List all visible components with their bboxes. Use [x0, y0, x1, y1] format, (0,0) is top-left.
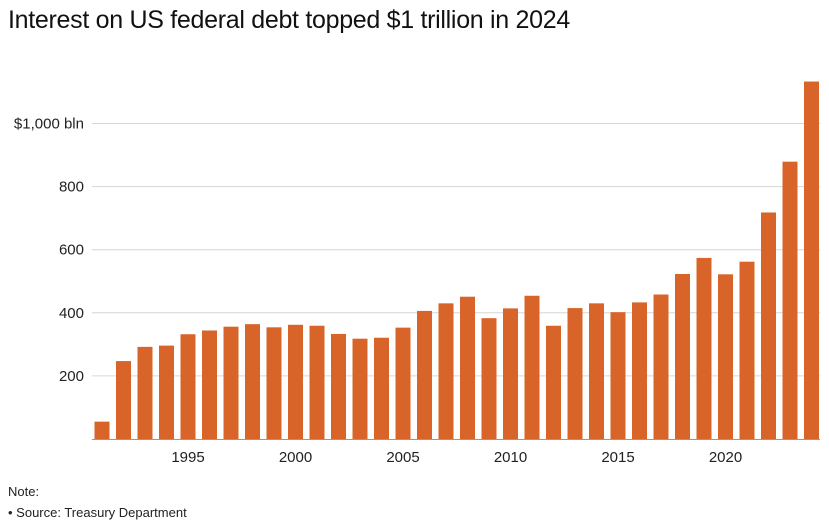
x-tick-label: 2015: [601, 449, 634, 466]
bar-1992: [116, 361, 131, 439]
note-label: Note:: [8, 484, 40, 499]
bar-2001: [309, 325, 325, 439]
bar-2003: [352, 338, 368, 439]
bar-2009: [481, 318, 497, 439]
bars: [94, 81, 819, 439]
bar-1995: [180, 334, 196, 439]
bar-2002: [331, 333, 346, 439]
bar-2014: [589, 303, 604, 439]
bar-2013: [567, 308, 583, 439]
bar-2012: [546, 325, 561, 439]
bar-2010: [503, 308, 518, 439]
bar-2023: [782, 161, 798, 439]
bar-2006: [417, 310, 432, 439]
bar-2005: [395, 327, 411, 439]
bar-2018: [675, 273, 690, 439]
x-axis-labels: 1995 2000 2005 2010 2015 2020: [171, 449, 742, 466]
y-tick-label: 800: [59, 179, 84, 196]
bar-1999: [266, 327, 282, 439]
x-tick-label: 2020: [709, 449, 742, 466]
bar-2024: [804, 81, 819, 439]
x-tick-label: 1995: [171, 449, 204, 466]
bar-2008: [460, 296, 475, 439]
x-tick-label: 2000: [279, 449, 312, 466]
y-tick-label: $1,000 bln: [14, 116, 84, 133]
x-tick-label: 2010: [494, 449, 527, 466]
bar-1994: [159, 345, 174, 439]
chart-title: Interest on US federal debt topped $1 tr…: [8, 6, 570, 34]
y-tick-label: 200: [59, 368, 84, 385]
bar-1993: [137, 346, 153, 439]
bar-1998: [245, 324, 260, 439]
bar-2020: [718, 274, 733, 439]
bar-2021: [739, 261, 755, 439]
bar-2019: [696, 257, 712, 439]
bar-2017: [653, 294, 669, 439]
bar-2007: [438, 303, 454, 439]
bar-2004: [374, 337, 389, 439]
y-tick-label: 600: [59, 242, 84, 259]
x-tick-label: 2005: [386, 449, 419, 466]
bar-2000: [288, 324, 303, 439]
bar-2011: [524, 295, 540, 439]
bar-1997: [223, 326, 239, 439]
bar-1991: [94, 421, 110, 439]
bar-2015: [610, 312, 626, 439]
source-note: • Source: Treasury Department: [8, 505, 187, 520]
bar-2022: [761, 212, 776, 439]
bar-1996: [202, 330, 217, 439]
bar-2016: [632, 302, 647, 439]
y-tick-label: 400: [59, 305, 84, 322]
y-axis-labels: 200 400 600 800 $1,000 bln: [14, 116, 84, 385]
